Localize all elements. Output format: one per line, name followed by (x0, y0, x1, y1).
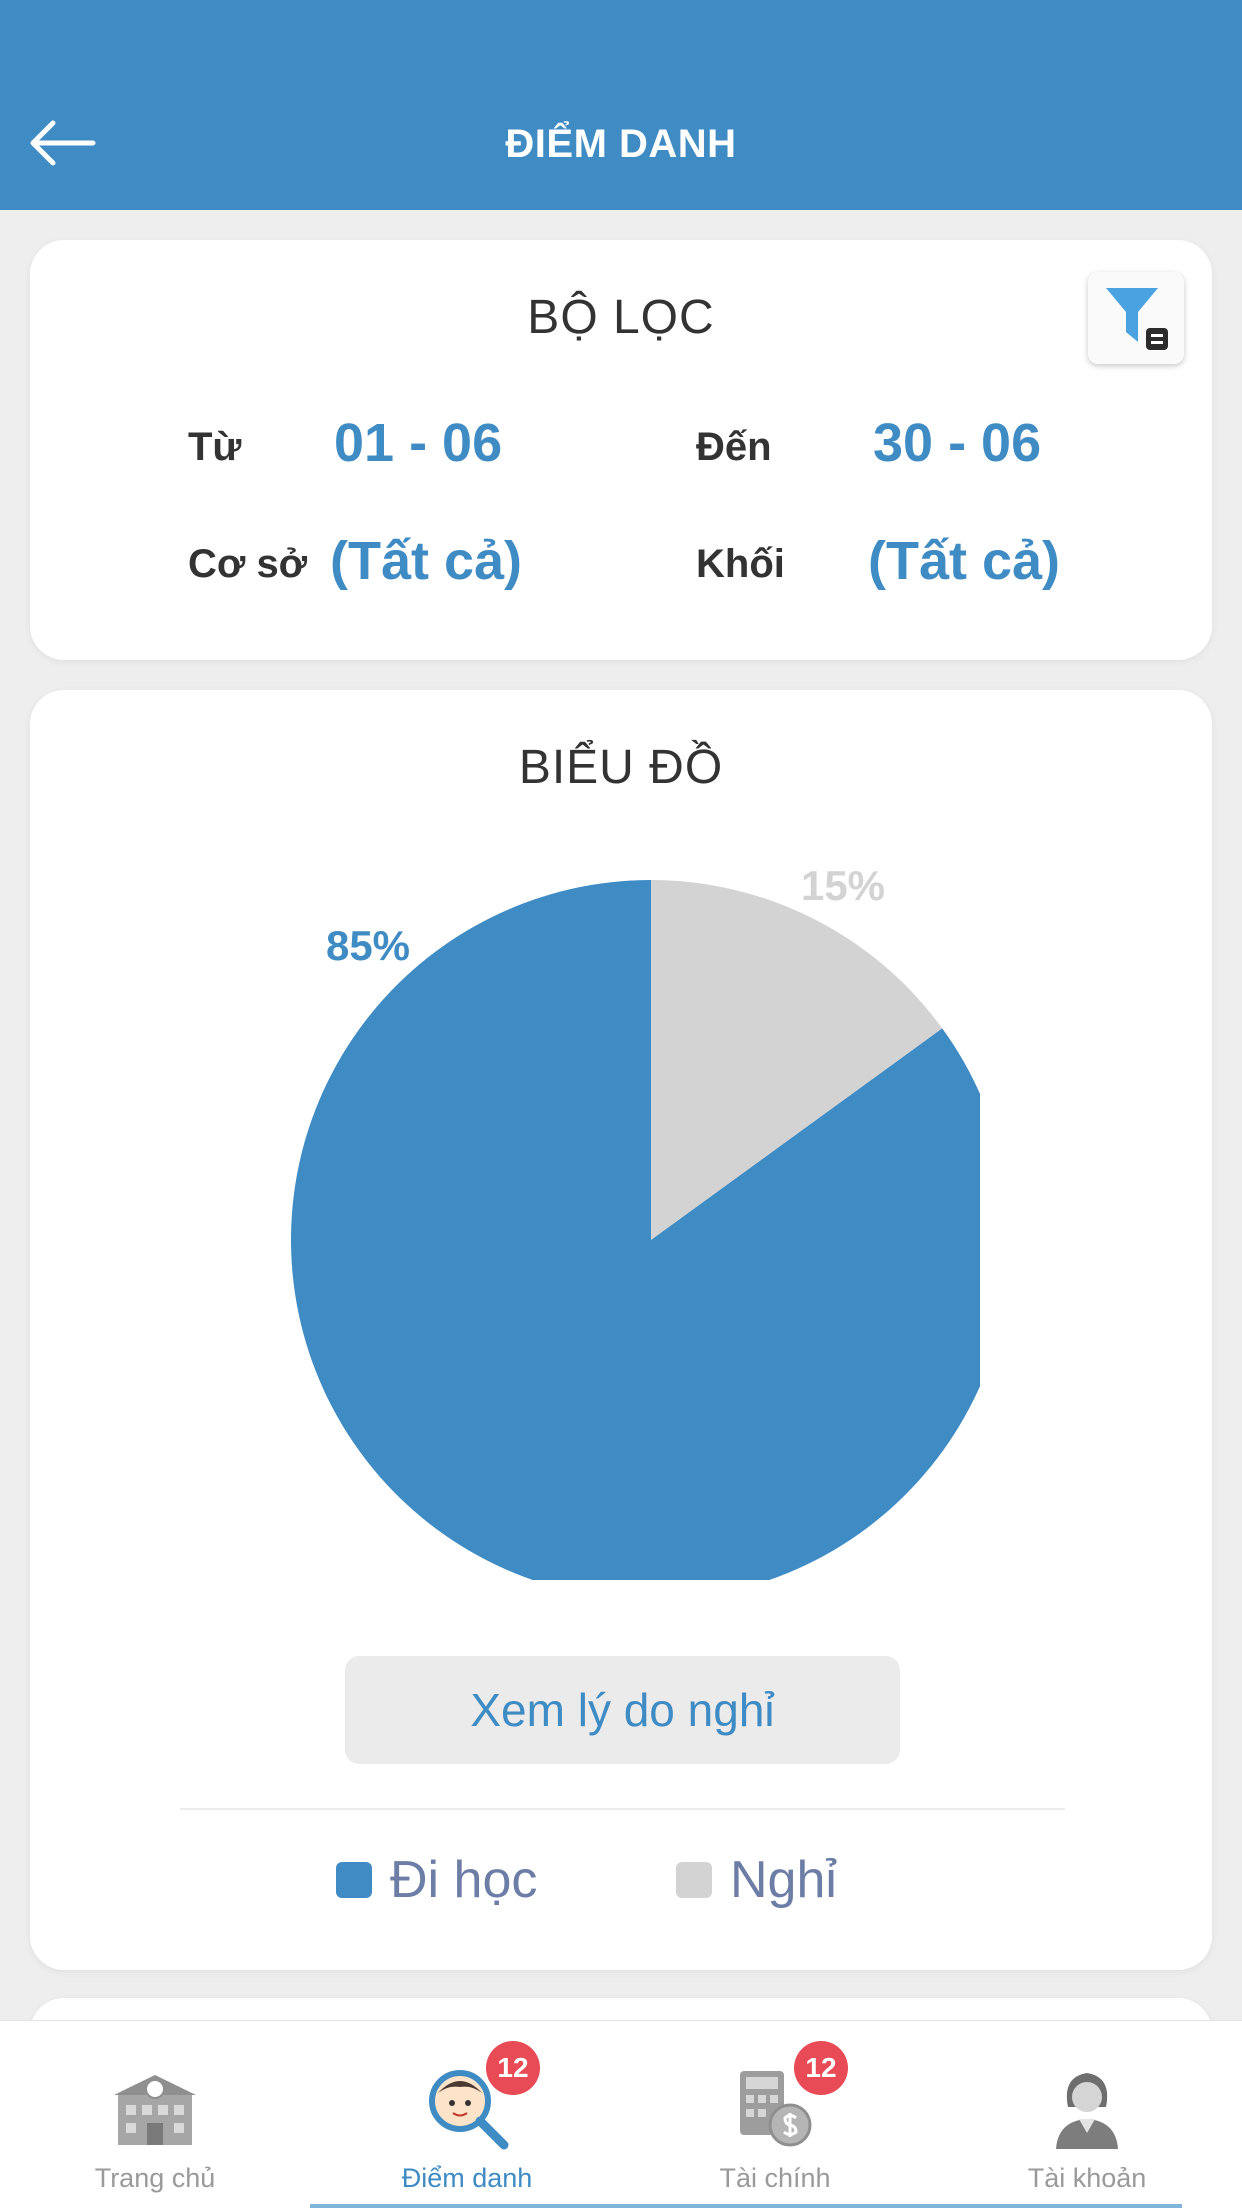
legend-swatch-present (336, 1862, 372, 1898)
tab-home-label: Trang chủ (94, 2163, 216, 2193)
active-tab-indicator (310, 2204, 1182, 2208)
legend-item-present: Đi học (336, 1850, 537, 1910)
magnifier-child-icon: 12 (422, 2041, 540, 2153)
calculator-coin-icon: 12 (730, 2041, 848, 2153)
attendance-badge: 12 (486, 2041, 540, 2095)
arrow-left-icon (30, 120, 96, 166)
view-absence-reasons-button[interactable]: Xem lý do nghỉ (345, 1656, 900, 1764)
attendance-pie-chart: 85% 15% (291, 862, 980, 1580)
campus-value[interactable]: (Tất cả) (330, 531, 523, 591)
tab-account[interactable]: Tài khoản (932, 2021, 1242, 2208)
grade-value[interactable]: (Tất cả) (868, 531, 1061, 591)
chart-card: BIỂU ĐỒ 85% 15% Xem lý do nghỉ Đi học Ngh… (30, 690, 1212, 1970)
school-building-icon (110, 2063, 200, 2153)
chart-title: BIỂU ĐỒ (518, 741, 724, 794)
pie-slice-present (291, 880, 980, 1580)
to-label: Đến (696, 425, 772, 469)
filter-button[interactable] (1088, 272, 1184, 364)
pie-label-absent: 15% (801, 862, 885, 909)
pie-label-present: 85% (326, 922, 410, 969)
tab-attendance-label: Điểm danh (401, 2163, 533, 2193)
tab-home[interactable]: Trang chủ (0, 2021, 310, 2208)
finance-badge: 12 (794, 2041, 848, 2095)
legend-swatch-absent (676, 1862, 712, 1898)
tab-account-label: Tài khoản (1027, 2163, 1147, 2193)
grade-label: Khối (696, 542, 785, 586)
user-avatar-icon (1042, 2063, 1132, 2153)
tab-attendance[interactable]: 12 Điểm danh (312, 2021, 622, 2208)
filter-title: BỘ LỌC (527, 291, 715, 344)
campus-label: Cơ sở (188, 542, 308, 586)
legend-label-present: Đi học (390, 1851, 538, 1909)
filter-funnel-icon (1106, 288, 1168, 350)
app-header: ĐIỂM DANH (0, 0, 1242, 210)
legend-label-absent: Nghỉ (730, 1851, 837, 1909)
to-date-value[interactable]: 30 - 06 (873, 413, 1042, 473)
pie-slice-absent (651, 880, 943, 1240)
filter-card: BỘ LỌC Từ 01 - 06 Đến 30 - 06 Cơ sở (Tất… (30, 240, 1212, 660)
legend-item-absent: Nghỉ (676, 1850, 837, 1910)
tab-finance-label: Tài chính (719, 2163, 831, 2193)
page-title: ĐIỂM DANH (505, 122, 737, 166)
tab-finance[interactable]: 12 Tài chính (620, 2021, 930, 2208)
bottom-tab-bar: Trang chủ 12 Điểm danh (0, 2020, 1242, 2208)
back-button[interactable] (22, 108, 102, 178)
from-date-value[interactable]: 01 - 06 (334, 413, 503, 473)
divider (180, 1808, 1065, 1810)
from-label: Từ (188, 425, 242, 469)
